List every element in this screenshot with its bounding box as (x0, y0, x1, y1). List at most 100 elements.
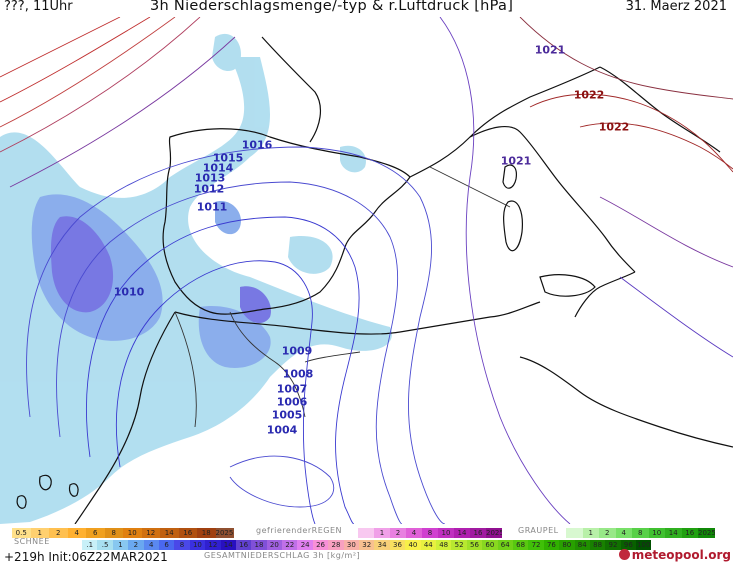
legend-swatch: 8 (104, 528, 123, 538)
legend-snow-title: SCHNEE (14, 537, 50, 546)
globe-icon (618, 549, 630, 560)
legend-swatch: 2 (599, 528, 616, 538)
legend-swatch: 1 (112, 540, 129, 550)
legend-swatch: 4 (615, 528, 632, 538)
legend-total-title: GESAMTNIEDERSCHLAG 3h [kg/m²] (204, 551, 361, 560)
isobar-label: 1022 (598, 120, 630, 134)
legend-swatch: 64 (497, 540, 513, 550)
legend-swatch: 36 (389, 540, 406, 550)
legend-swatch: 12 (141, 528, 160, 538)
legend-swatch: 84 (574, 540, 590, 550)
isobar-label: 1007 (276, 382, 308, 396)
legend-swatch: 14 (160, 528, 179, 538)
legend-swatch: 8 (422, 528, 438, 538)
isobar-label: 1013 (194, 171, 226, 185)
legend-swatch: 48 (435, 540, 452, 550)
legend-swatch: 0.5 (12, 528, 31, 538)
legend-swatch: 30 (343, 540, 360, 550)
legend-swatch: 18 (251, 540, 267, 550)
legend-swatch: 12 (205, 540, 221, 550)
legend-swatch: 8 (632, 528, 649, 538)
isobar-label: 1022 (573, 88, 605, 102)
legend-swatch: 2025+ (486, 528, 502, 538)
legend-swatch: .1 (82, 540, 98, 550)
legend-swatch: 2025+ (215, 528, 234, 538)
isobar-label: 1006 (276, 395, 308, 409)
forecast-date: 31. Maerz 2021 (625, 0, 727, 14)
isobar-label: 1008 (282, 367, 314, 381)
legend-swatch: 100 (636, 540, 652, 550)
legend-swatch: 18 (197, 528, 216, 538)
isobar-label: 1012 (193, 182, 225, 196)
legend-swatch: 20 (266, 540, 283, 550)
legend-swatch: 52 (451, 540, 467, 550)
legend-swatch: .5 (97, 540, 113, 550)
header: ???, 11Uhr 3h Niederschlagsmenge/-typ & … (0, 0, 733, 18)
brand-name: meteopool.org (631, 548, 731, 562)
legend-swatch: 80 (559, 540, 575, 550)
legend-swatch: 44 (420, 540, 436, 550)
legend-swatch: 16 (470, 528, 486, 538)
brand-logo[interactable]: meteopool.org (618, 548, 731, 562)
map-canvas (0, 16, 733, 525)
isobar-label: 1015 (212, 151, 244, 165)
legend-swatch: 32 (359, 540, 375, 550)
isobar-label: 1021 (500, 154, 532, 168)
legend-swatch: 8 (174, 540, 190, 550)
legend-swatch: 2 (390, 528, 406, 538)
legend-swatch: 10 (189, 540, 206, 550)
legend-swatch (566, 528, 583, 538)
isobar-label: 1004 (266, 423, 298, 437)
map-title: 3h Niederschlagsmenge/-typ & r.Luftdruck… (150, 0, 514, 14)
legend-swatch: 14 (454, 528, 470, 538)
legend-swatch: 56 (466, 540, 483, 550)
legend-swatch: 16 (178, 528, 197, 538)
legend-swatch: 88 (589, 540, 606, 550)
legend-swatch: 6 (158, 540, 175, 550)
borders (174, 166, 511, 428)
weather-map: 1021 1022 1022 1021 1016 1015 1014 1013 … (0, 16, 733, 525)
legend-swatch: 2025+ (698, 528, 715, 538)
legend-swatch: 1 (582, 528, 599, 538)
legend-swatch: 14 (665, 528, 682, 538)
legend-swatch (358, 528, 374, 538)
legend-swatch: 4 (67, 528, 86, 538)
legend-swatch: 10 (123, 528, 142, 538)
legend-swatch: 40 (405, 540, 421, 550)
legend-swatch: 14 (220, 540, 236, 550)
isobar-label: 1010 (113, 285, 145, 299)
legend-swatch: 22 (282, 540, 298, 550)
legend-swatch: 10 (648, 528, 665, 538)
legend-swatch: 24 (297, 540, 313, 550)
legend-swatch: 68 (512, 540, 529, 550)
legend-swatch: 16 (235, 540, 252, 550)
legend-swatch: 26 (312, 540, 329, 550)
legend-swatch: 6 (86, 528, 105, 538)
legend-swatch: 34 (374, 540, 390, 550)
isobar-label: 1014 (202, 161, 234, 175)
legend-graupel-title: GRAUPEL (518, 526, 559, 535)
legend-swatch: 16 (681, 528, 698, 538)
legend-swatch: 2 (128, 540, 144, 550)
legend-swatch: 4 (406, 528, 422, 538)
legend-swatch: 4 (143, 540, 159, 550)
legend-swatch: 1 (374, 528, 390, 538)
run-info: +219h Init:06Z22MAR2021 (4, 550, 168, 564)
isobar-label: 1021 (534, 43, 566, 57)
legend-swatch: 72 (528, 540, 544, 550)
isobar-lines (0, 16, 733, 525)
isobar-label: 1005 (271, 408, 303, 422)
legend-swatch: 96 (620, 540, 637, 550)
forecast-time: ???, 11Uhr (4, 0, 73, 14)
legend-total-scale: .1.5 1 2 4 6 8 10 12 14 16 18 20 22 24 26 28 30 32 34 36 40 4… (82, 540, 652, 550)
isobar-label: 1016 (241, 138, 273, 152)
legend-swatch: 2 (49, 528, 68, 538)
legend-freezing-rain-title: gefrierenderREGEN (256, 526, 342, 535)
legend-swatch: 76 (543, 540, 560, 550)
legend-swatch: 10 (438, 528, 454, 538)
legend-swatch: 1 (30, 528, 49, 538)
